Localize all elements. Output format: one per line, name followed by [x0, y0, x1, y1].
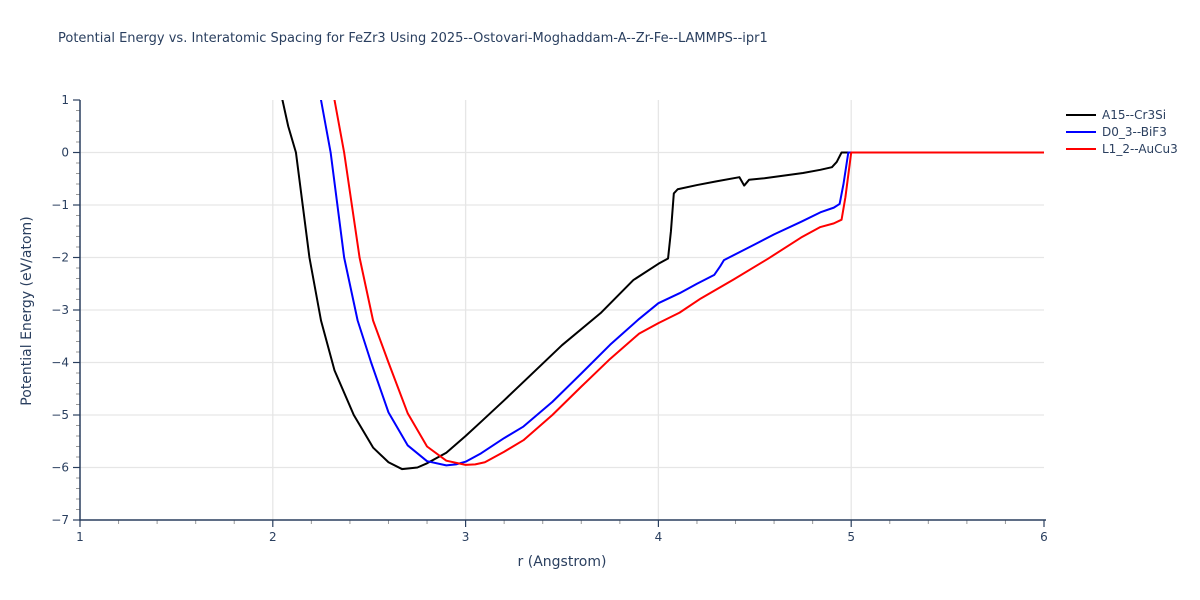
legend-label: L1_2--AuCu3	[1102, 141, 1178, 156]
legend-label: A15--Cr3Si	[1102, 107, 1167, 122]
major-ticks: 1 2 3 4 5 6 1 0 −1 −2 −3 −4 −5 −6 −7	[51, 93, 1048, 544]
y-tick-label: 0	[61, 146, 69, 160]
x-tick-label: 2	[269, 530, 277, 544]
y-tick-label: −1	[51, 198, 69, 212]
series-curves	[281, 100, 1045, 471]
x-axis-title: r (Angstrom)	[517, 554, 607, 570]
legend-line-swatch	[1066, 147, 1096, 150]
series-line-D0_3--BiF3[interactable]	[320, 100, 1044, 467]
y-tick-label: −4	[51, 356, 69, 370]
chart-title: Potential Energy vs. Interatomic Spacing…	[58, 31, 768, 46]
gridlines	[80, 100, 1044, 520]
minor-ticks	[76, 110, 1006, 524]
legend-line-swatch	[1066, 113, 1096, 116]
y-tick-label: −5	[51, 408, 69, 422]
x-tick-label: 6	[1040, 530, 1048, 544]
y-axis-title: Potential Energy (eV/atom)	[19, 216, 35, 406]
y-tick-label: 1	[61, 93, 69, 107]
legend-item-l12[interactable]: L1_2--AuCu3	[1066, 140, 1178, 157]
x-tick-label: 4	[655, 530, 663, 544]
series-line-A15--Cr3Si[interactable]	[281, 100, 1044, 471]
legend-item-d03[interactable]: D0_3--BiF3	[1066, 123, 1178, 140]
legend-item-a15[interactable]: A15--Cr3Si	[1066, 106, 1178, 123]
legend-label: D0_3--BiF3	[1102, 124, 1167, 139]
x-tick-label: 1	[76, 530, 84, 544]
legend: A15--Cr3Si D0_3--BiF3 L1_2--AuCu3	[1066, 106, 1178, 157]
x-tick-label: 5	[847, 530, 855, 544]
y-tick-label: −6	[51, 461, 69, 475]
y-tick-label: −2	[51, 251, 69, 265]
x-tick-label: 3	[462, 530, 470, 544]
y-tick-label: −3	[51, 303, 69, 317]
y-tick-label: −7	[51, 513, 69, 527]
legend-line-swatch	[1066, 130, 1096, 133]
series-line-L1_2--AuCu3[interactable]	[333, 100, 1045, 466]
